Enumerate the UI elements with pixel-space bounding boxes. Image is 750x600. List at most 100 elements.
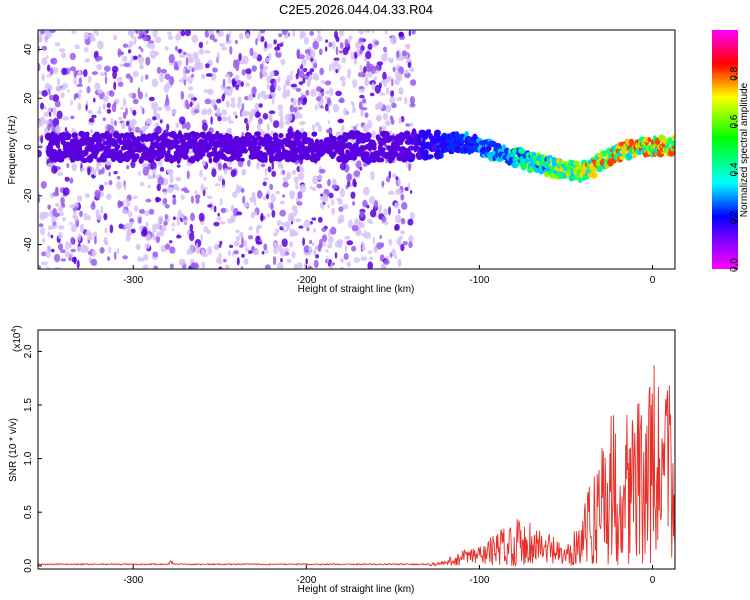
noise-dot xyxy=(155,235,161,244)
noise-dot xyxy=(394,78,400,86)
noise-dot xyxy=(168,168,174,177)
noise-dot xyxy=(353,257,360,264)
noise-dot xyxy=(290,83,298,88)
noise-dot xyxy=(137,256,142,262)
colorbar-tick-label: 0.4 xyxy=(729,162,740,176)
noise-dot xyxy=(40,181,47,189)
noise-dot xyxy=(256,122,261,131)
noise-dot xyxy=(94,82,101,91)
noise-dot xyxy=(190,73,195,78)
noise-dot xyxy=(46,245,51,254)
noise-dot xyxy=(135,30,139,34)
noise-dot xyxy=(245,32,250,40)
noise-dot xyxy=(117,51,125,55)
noise-dot xyxy=(327,178,331,187)
noise-dot xyxy=(106,102,111,109)
noise-dot xyxy=(266,193,269,200)
noise-dot xyxy=(382,71,387,81)
noise-dot xyxy=(271,170,277,177)
colorbar-tick-label: 0.8 xyxy=(729,66,740,80)
noise-dot xyxy=(272,97,275,105)
noise-dot xyxy=(240,188,245,193)
noise-dot xyxy=(192,263,200,269)
noise-dot xyxy=(191,67,195,73)
noise-dot xyxy=(255,241,263,245)
noise-dot xyxy=(148,208,155,215)
noise-dot xyxy=(85,193,90,199)
noise-dot xyxy=(211,168,217,178)
noise-dot xyxy=(304,36,309,45)
noise-dot xyxy=(213,104,218,111)
noise-dot xyxy=(362,124,370,133)
noise-dot xyxy=(395,56,402,61)
noise-dot xyxy=(363,186,370,196)
noise-dot xyxy=(371,82,375,91)
noise-dot xyxy=(125,234,131,242)
noise-dot xyxy=(103,95,109,103)
noise-dot xyxy=(91,250,97,257)
signal-dot xyxy=(471,147,476,153)
noise-dot xyxy=(264,167,268,177)
noise-dot xyxy=(199,169,203,178)
signal-dot xyxy=(298,132,303,140)
noise-dot xyxy=(78,233,81,242)
noise-dot xyxy=(103,213,108,221)
noise-dot xyxy=(398,235,404,240)
noise-dot xyxy=(251,86,257,95)
noise-dot xyxy=(200,73,206,80)
spectrogram-x-tick-label: 0 xyxy=(650,275,656,286)
noise-dot xyxy=(139,181,145,187)
noise-dot xyxy=(104,181,108,186)
noise-dot xyxy=(122,111,127,119)
noise-dot xyxy=(128,92,133,98)
noise-dot xyxy=(277,85,282,92)
noise-dot xyxy=(381,215,387,223)
snr-marks xyxy=(38,365,675,567)
noise-dot xyxy=(391,248,396,256)
noise-dot xyxy=(310,89,317,97)
noise-dot xyxy=(390,35,397,45)
noise-dot xyxy=(40,134,44,144)
noise-dot xyxy=(360,71,366,78)
spectrogram-y-tick-label: -40 xyxy=(23,237,34,252)
noise-dot xyxy=(218,252,222,261)
noise-dot xyxy=(41,73,45,82)
noise-dot xyxy=(318,125,323,133)
noise-dot xyxy=(316,86,322,92)
signal-dot xyxy=(217,142,224,148)
noise-dot xyxy=(190,195,194,204)
noise-dot xyxy=(127,44,131,49)
noise-dot xyxy=(392,66,396,73)
noise-dot xyxy=(222,184,226,189)
noise-dot xyxy=(397,216,401,224)
snr-y-ticks: 0.0 0.5 1.0 1.5 2.0 xyxy=(23,344,42,573)
noise-dot xyxy=(52,117,60,127)
noise-dot xyxy=(408,241,413,249)
noise-dot xyxy=(295,87,302,92)
noise-dot xyxy=(264,264,271,269)
noise-dot xyxy=(296,262,303,269)
noise-dot xyxy=(387,76,392,81)
noise-dot xyxy=(140,105,143,110)
noise-dot xyxy=(54,266,61,269)
noise-dot xyxy=(222,78,226,88)
signal-dot xyxy=(114,144,121,150)
noise-dot xyxy=(93,30,98,35)
noise-dot xyxy=(216,216,222,221)
noise-dot xyxy=(198,48,205,55)
noise-dot xyxy=(394,71,400,79)
signal-dot xyxy=(311,131,318,137)
noise-dot xyxy=(289,241,293,248)
noise-dot xyxy=(316,34,323,43)
noise-dot xyxy=(166,94,169,102)
noise-dot xyxy=(325,39,329,43)
noise-dot xyxy=(56,110,63,120)
signal-dot xyxy=(345,142,353,147)
noise-dot xyxy=(125,73,132,79)
noise-dot xyxy=(320,193,323,197)
noise-dot xyxy=(101,167,105,175)
spectrogram-x-tick-label: -200 xyxy=(296,275,316,286)
noise-dot xyxy=(73,256,77,265)
noise-dot xyxy=(363,66,367,73)
noise-dot xyxy=(295,182,299,190)
